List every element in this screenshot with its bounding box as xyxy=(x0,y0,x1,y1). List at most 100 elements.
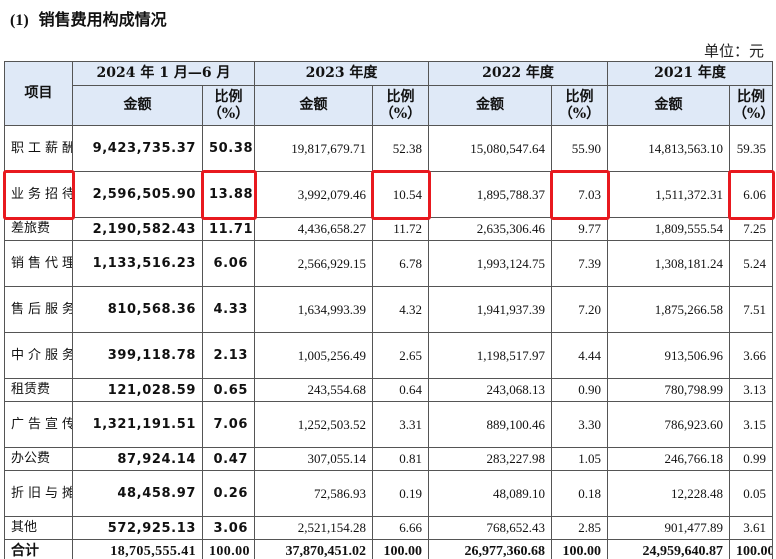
row-item-label: 中介服务费 xyxy=(4,332,73,379)
subheader-ratio-line1: 比例 xyxy=(386,88,415,105)
cell-amount: 72,586.93 xyxy=(254,470,374,517)
cell-ratio: 3.66 xyxy=(729,332,774,379)
header-period-2021: 2021 年度 xyxy=(607,61,774,86)
cell-amount: 246,766.18 xyxy=(607,447,731,471)
cell-amount: 243,554.68 xyxy=(254,378,374,402)
section-number: (1) xyxy=(10,12,29,29)
cell-ratio: 11.71 xyxy=(201,217,256,241)
cell-ratio: 3.30 xyxy=(551,401,609,448)
cell-amount: 2,521,154.28 xyxy=(254,516,374,540)
cell-ratio: 7.25 xyxy=(729,217,774,241)
cell-amount: 1,308,181.24 xyxy=(607,240,731,287)
subheader-amount: 金额 xyxy=(254,85,374,126)
cell-ratio: 7.20 xyxy=(551,286,609,333)
table-row: 其他 572,925.13 3.06 2,521,154.28 6.66 768,652.… xyxy=(4,516,774,540)
cell-amount: 121,028.59 xyxy=(72,378,203,402)
sales-expense-table: 项目 2024 年 1 月—6 月 2023 年度 2022 年度 2021 年… xyxy=(4,61,774,559)
cell-ratio: 50.38 xyxy=(201,125,256,172)
row-item-label: 差旅费 xyxy=(4,217,73,241)
table-row: 中介服务费399,118.782.131,005,256.492.651,198… xyxy=(4,332,774,379)
subheader-ratio-line1: 比例 xyxy=(214,88,243,105)
row-item-label: 职工薪酬 xyxy=(4,125,73,172)
subheader-amount: 金额 xyxy=(428,85,553,126)
row-item-label: 业务招待费 xyxy=(4,171,73,218)
cell-amount: 12,228.48 xyxy=(607,470,731,517)
cell-ratio: 0.64 xyxy=(372,378,430,402)
cell-ratio: 13.88 xyxy=(201,171,256,218)
cell-amount: 901,477.89 xyxy=(607,516,731,540)
cell-amount: 4,436,658.27 xyxy=(254,217,374,241)
subheader-ratio: 比例 （%） xyxy=(201,85,256,126)
cell-ratio: 9.77 xyxy=(551,217,609,241)
cell-amount: 14,813,563.10 xyxy=(607,125,731,172)
header-period-2024h1: 2024 年 1 月—6 月 xyxy=(71,61,256,86)
cell-amount: 780,798.99 xyxy=(607,378,731,402)
cell-ratio: 7.51 xyxy=(729,286,774,333)
cell-amount: 786,923.60 xyxy=(607,401,731,448)
cell-amount: 399,118.78 xyxy=(72,332,203,379)
cell-ratio: 0.05 xyxy=(729,470,774,517)
table-row: 办公费 87,924.14 0.47 307,055.14 0.81 283,227.98… xyxy=(4,447,774,471)
cell-ratio: 0.26 xyxy=(201,470,256,517)
cell-amount: 87,924.14 xyxy=(72,447,203,471)
row-item-label: 广告宣传费 xyxy=(4,401,73,448)
cell-amount: 1,634,993.39 xyxy=(254,286,374,333)
cell-ratio: 3.31 xyxy=(372,401,430,448)
subheader-ratio: 比例 （%） xyxy=(729,85,774,126)
cell-ratio: 2.85 xyxy=(551,516,609,540)
subheader-ratio-line2: （%） xyxy=(558,105,601,122)
cell-ratio: 5.24 xyxy=(729,240,774,287)
cell-amount: 18,705,555.41 xyxy=(72,539,203,559)
cell-ratio: 11.72 xyxy=(372,217,430,241)
cell-amount: 913,506.96 xyxy=(607,332,731,379)
cell-amount: 26,977,360.68 xyxy=(428,539,553,559)
cell-ratio: 6.06 xyxy=(201,240,256,287)
cell-amount: 37,870,451.02 xyxy=(254,539,374,559)
cell-ratio: 4.33 xyxy=(201,286,256,333)
cell-ratio: 7.39 xyxy=(551,240,609,287)
cell-amount: 24,959,640.87 xyxy=(607,539,731,559)
table-row: 售后服务费810,568.364.331,634,993.394.321,941… xyxy=(4,286,774,333)
cell-ratio: 4.44 xyxy=(551,332,609,379)
cell-ratio: 0.90 xyxy=(551,378,609,402)
cell-ratio: 3.13 xyxy=(729,378,774,402)
subheader-ratio-line2: （%） xyxy=(207,105,250,122)
subheader-ratio-line1: 比例 xyxy=(737,88,766,105)
row-item-label: 合计 xyxy=(4,539,73,559)
subheader-ratio-line2: （%） xyxy=(733,105,773,122)
section-heading: (1) 销售费用构成情况 xyxy=(10,6,167,30)
table-body: 职工薪酬 9,423,735.37 50.38 19,817,679.71 52.38 1… xyxy=(4,125,774,559)
cell-ratio: 0.19 xyxy=(372,470,430,517)
cell-amount: 15,080,547.64 xyxy=(428,125,553,172)
section-title: 销售费用构成情况 xyxy=(38,10,167,29)
cell-ratio: 0.47 xyxy=(201,447,256,471)
table-row: 差旅费 2,190,582.43 11.71 4,436,658.27 11.72 2,6… xyxy=(4,217,774,241)
cell-ratio: 6.66 xyxy=(372,516,430,540)
cell-amount: 1,005,256.49 xyxy=(254,332,374,379)
cell-amount: 1,941,937.39 xyxy=(428,286,553,333)
cell-amount: 48,458.97 xyxy=(72,470,203,517)
cell-ratio: 55.90 xyxy=(551,125,609,172)
subheader-amount: 金额 xyxy=(72,85,203,126)
subheader-row: 金额 比例 （%） 金额 比例 （%） 金额 比例 （%） 金额 比例 （%） xyxy=(5,85,774,126)
header-period-2022: 2022 年度 xyxy=(428,61,609,86)
cell-amount: 9,423,735.37 xyxy=(72,125,203,172)
cell-amount: 1,321,191.51 xyxy=(72,401,203,448)
cell-ratio: 6.78 xyxy=(372,240,430,287)
cell-amount: 2,566,929.15 xyxy=(254,240,374,287)
cell-amount: 243,068.13 xyxy=(428,378,553,402)
cell-amount: 1,511,372.31 xyxy=(607,171,731,218)
cell-amount: 1,993,124.75 xyxy=(428,240,553,287)
cell-amount: 1,252,503.52 xyxy=(254,401,374,448)
table-row: 销售代理费1,133,516.236.062,566,929.156.781,9… xyxy=(4,240,774,287)
header-period-2023: 2023 年度 xyxy=(254,61,430,86)
cell-ratio: 0.18 xyxy=(551,470,609,517)
subheader-ratio: 比例 （%） xyxy=(372,85,430,126)
cell-ratio: 3.06 xyxy=(201,516,256,540)
cell-ratio: 4.32 xyxy=(372,286,430,333)
subheader-ratio: 比例 （%） xyxy=(551,85,609,126)
cell-amount: 810,568.36 xyxy=(72,286,203,333)
cell-amount: 3,992,079.46 xyxy=(254,171,374,218)
table-row: 广告宣传费1,321,191.517.061,252,503.523.31889… xyxy=(4,401,774,448)
header-item: 项目 xyxy=(4,61,73,126)
